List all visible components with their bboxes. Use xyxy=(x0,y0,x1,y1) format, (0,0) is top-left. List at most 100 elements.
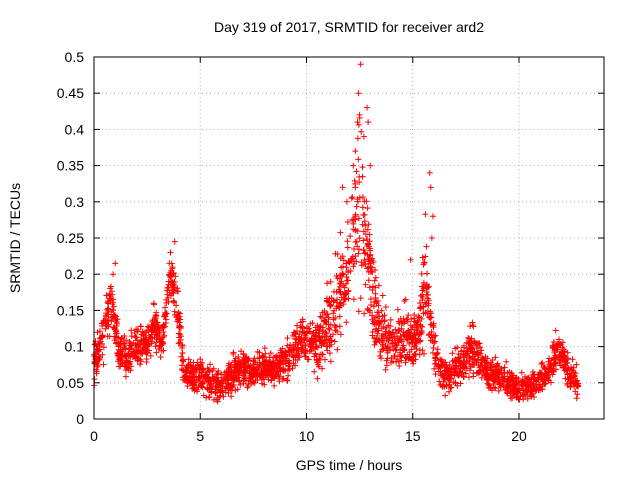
data-point xyxy=(375,321,382,328)
data-point xyxy=(427,314,434,321)
data-point xyxy=(390,358,397,365)
data-point xyxy=(365,119,372,126)
data-point xyxy=(102,317,109,324)
data-point xyxy=(200,392,207,399)
data-point xyxy=(366,256,373,263)
data-point xyxy=(213,389,220,396)
data-point xyxy=(355,156,362,163)
data-point xyxy=(140,332,147,339)
data-point xyxy=(265,367,272,374)
data-point xyxy=(365,277,372,284)
data-point xyxy=(322,329,329,336)
data-point xyxy=(330,310,337,317)
data-point xyxy=(372,274,379,281)
data-point xyxy=(416,351,423,358)
data-point xyxy=(126,339,133,346)
data-point xyxy=(350,226,357,233)
data-point xyxy=(94,363,101,370)
data-point xyxy=(336,313,343,320)
data-point xyxy=(128,333,135,340)
data-point xyxy=(573,361,580,368)
data-point xyxy=(327,278,334,285)
data-point xyxy=(387,323,394,330)
data-point xyxy=(431,365,438,372)
data-point xyxy=(398,357,405,364)
data-point xyxy=(457,365,464,372)
data-point xyxy=(99,351,106,358)
data-point xyxy=(317,336,324,343)
data-point xyxy=(480,367,487,374)
data-point xyxy=(175,330,182,337)
data-point xyxy=(376,318,383,325)
data-point xyxy=(340,296,347,303)
data-point xyxy=(532,378,539,385)
data-point xyxy=(368,257,375,264)
data-point xyxy=(469,322,476,329)
data-point xyxy=(121,340,128,347)
data-point xyxy=(236,357,243,364)
data-point xyxy=(504,390,511,397)
data-point xyxy=(316,355,323,362)
data-point xyxy=(231,368,238,375)
data-point xyxy=(240,350,247,357)
data-point xyxy=(378,307,385,314)
data-point xyxy=(305,356,312,363)
data-point xyxy=(421,350,428,357)
data-point xyxy=(430,322,437,329)
data-point xyxy=(237,363,244,370)
data-point xyxy=(433,350,440,357)
data-point xyxy=(345,295,352,302)
data-point xyxy=(468,343,475,350)
data-point xyxy=(529,390,536,397)
data-point xyxy=(353,168,360,175)
data-point xyxy=(442,392,449,399)
data-point xyxy=(102,325,109,332)
x-tick-label: 5 xyxy=(196,428,204,444)
data-point xyxy=(180,358,187,365)
data-point xyxy=(290,329,297,336)
data-point xyxy=(190,367,197,374)
data-point xyxy=(406,330,413,337)
data-point xyxy=(539,359,546,366)
data-point xyxy=(114,316,121,323)
data-point xyxy=(91,376,98,383)
data-point xyxy=(454,382,461,389)
data-point xyxy=(422,211,429,218)
data-point xyxy=(169,290,176,297)
data-point xyxy=(132,334,139,341)
data-point xyxy=(242,368,249,375)
data-point xyxy=(375,282,382,289)
data-point xyxy=(191,382,198,389)
data-point xyxy=(355,121,362,128)
data-point xyxy=(181,369,188,376)
data-point xyxy=(153,349,160,356)
data-point xyxy=(554,343,561,350)
data-point xyxy=(350,220,357,227)
x-tick-label: 0 xyxy=(90,428,98,444)
data-point xyxy=(214,374,221,381)
data-point xyxy=(222,389,229,396)
data-point xyxy=(466,335,473,342)
data-point xyxy=(435,361,442,368)
data-point xyxy=(193,366,200,373)
data-point xyxy=(183,373,190,380)
data-point xyxy=(319,365,326,372)
data-point xyxy=(171,238,178,245)
data-point xyxy=(260,359,267,366)
data-point xyxy=(112,260,119,267)
data-point xyxy=(174,288,181,295)
data-point xyxy=(253,365,260,372)
data-point xyxy=(295,335,302,342)
data-point xyxy=(573,395,580,402)
data-point xyxy=(492,354,499,361)
data-point xyxy=(234,366,241,373)
data-point xyxy=(355,90,362,97)
data-point xyxy=(364,236,371,243)
data-point xyxy=(457,380,464,387)
data-point xyxy=(455,372,462,379)
data-point xyxy=(551,349,558,356)
data-point xyxy=(170,298,177,305)
data-point xyxy=(394,355,401,362)
data-point xyxy=(347,233,354,240)
data-point xyxy=(299,318,306,325)
